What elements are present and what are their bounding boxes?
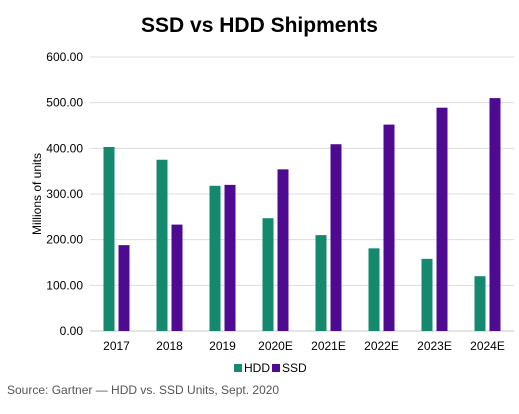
bar-ssd-2022e [383,124,395,331]
y-tick-label: 600.00 [46,50,83,64]
bar-ssd-2017 [118,245,130,331]
bar-hdd-2023e [421,258,433,331]
bar-hdd-2024e [474,276,486,331]
bar-ssd-2021e [330,144,342,331]
x-tick-label: 2023E [417,339,452,353]
x-tick-label: 2024E [470,339,505,353]
y-axis-ticks: 0.00 100.00 200.00 300.00 400.00 500.00 600.00 [46,50,83,338]
bar-hdd-2020e [262,218,274,331]
bars [103,98,501,331]
legend: HDD SSD [234,361,307,375]
x-tick-label: 2020E [258,339,293,353]
x-tick-label: 2018 [156,339,183,353]
y-tick-label: 500.00 [46,96,83,110]
bar-hdd-2019 [209,185,221,331]
legend-label-ssd: SSD [282,361,307,375]
x-tick-label: 2021E [311,339,346,353]
bar-ssd-2024e [489,98,501,331]
x-axis-ticks: 2017 2018 2019 2020E 2021E 2022E 2023E 2024E [103,339,505,353]
bar-hdd-2021e [315,235,327,331]
y-tick-label: 400.00 [46,141,83,155]
chart-title: SSD vs HDD Shipments [141,14,378,37]
y-axis-label: Millions of units [30,153,44,235]
bar-hdd-2022e [368,248,380,331]
legend-swatch-hdd [234,364,242,372]
gridlines [90,56,514,332]
y-tick-label: 300.00 [46,187,83,201]
bar-ssd-2023e [436,107,448,331]
x-tick-label: 2022E [364,339,399,353]
y-tick-label: 100.00 [46,278,83,292]
legend-label-hdd: HDD [244,361,270,375]
y-tick-label: 0.00 [60,324,84,338]
bar-hdd-2018 [156,159,168,331]
source-note: Source: Gartner — HDD vs. SSD Units, Sep… [7,383,280,397]
legend-swatch-ssd [272,364,280,372]
x-tick-label: 2019 [209,339,236,353]
bar-ssd-2020e [277,169,289,331]
y-tick-label: 200.00 [46,233,83,247]
bar-ssd-2019 [224,184,236,331]
bar-ssd-2018 [171,224,183,331]
x-tick-label: 2017 [103,339,130,353]
bar-hdd-2017 [103,146,115,331]
